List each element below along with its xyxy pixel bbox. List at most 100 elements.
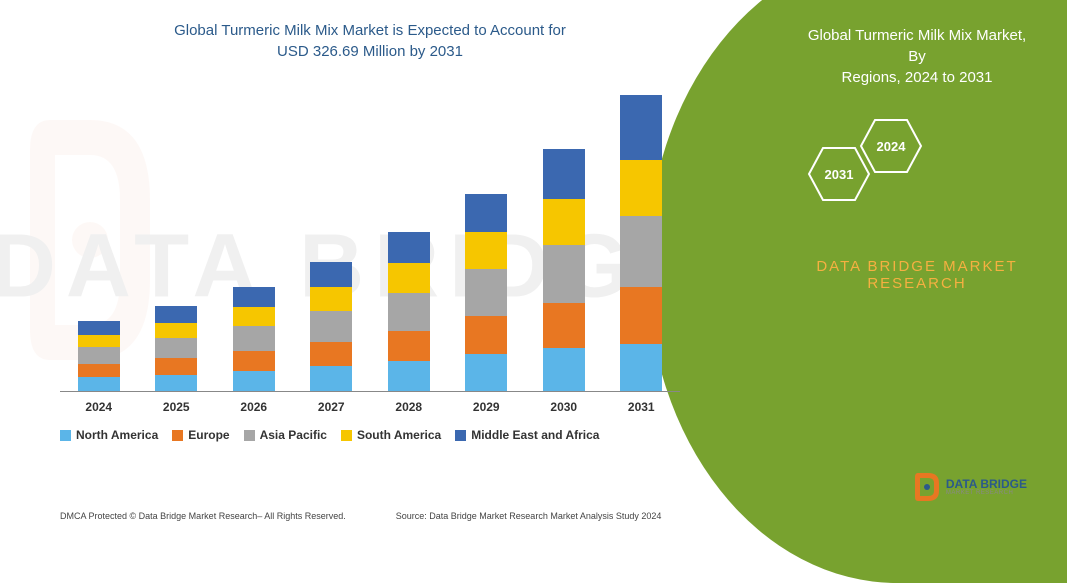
hex-badges: 2031 2024 bbox=[807, 118, 1037, 228]
x-axis-label: 2031 bbox=[606, 400, 676, 414]
bar-segment bbox=[620, 344, 662, 391]
side-panel: Global Turmeric Milk Mix Market, By Regi… bbox=[707, 0, 1067, 533]
legend-item: South America bbox=[341, 428, 441, 442]
bar-segment bbox=[388, 293, 430, 331]
bar-segment bbox=[155, 323, 197, 338]
bar-segment bbox=[310, 366, 352, 391]
side-title-line1: Global Turmeric Milk Mix Market, By bbox=[808, 27, 1026, 65]
x-axis-labels: 2024 2025 2026 2027 2028 2029 2030 2031 bbox=[60, 400, 680, 414]
legend-label: Middle East and Africa bbox=[471, 428, 599, 442]
bar-segment bbox=[233, 326, 275, 351]
bar-segment bbox=[465, 269, 507, 316]
bar-segment bbox=[465, 316, 507, 353]
stacked-bar bbox=[543, 149, 585, 391]
side-title: Global Turmeric Milk Mix Market, By Regi… bbox=[797, 25, 1037, 88]
bar-segment bbox=[543, 245, 585, 303]
bar-segment bbox=[465, 194, 507, 232]
bar-group bbox=[141, 306, 211, 391]
bars-region bbox=[60, 92, 680, 392]
x-axis-label: 2027 bbox=[296, 400, 366, 414]
stacked-bar bbox=[620, 95, 662, 391]
legend: North America Europe Asia Pacific South Ame… bbox=[60, 428, 680, 442]
bar-segment bbox=[543, 348, 585, 391]
stacked-bar bbox=[78, 321, 120, 391]
bar-segment bbox=[155, 338, 197, 358]
legend-item: Asia Pacific bbox=[244, 428, 327, 442]
bar-segment bbox=[78, 377, 120, 391]
x-axis-label: 2025 bbox=[141, 400, 211, 414]
x-axis-line bbox=[60, 391, 680, 392]
bar-segment bbox=[233, 371, 275, 391]
chart-panel: DATA BRIDGE Global Turmeric Milk Mix Mar… bbox=[0, 0, 700, 533]
legend-label: South America bbox=[357, 428, 441, 442]
bar-group bbox=[451, 194, 521, 391]
bar-segment bbox=[155, 306, 197, 322]
legend-swatch bbox=[341, 430, 352, 441]
brand-text: DATA BRIDGE MARKET RESEARCH bbox=[797, 258, 1037, 292]
legend-label: Asia Pacific bbox=[260, 428, 327, 442]
stacked-bar bbox=[155, 306, 197, 391]
legend-item: Middle East and Africa bbox=[455, 428, 599, 442]
logo-icon bbox=[914, 471, 940, 503]
bar-segment bbox=[465, 354, 507, 391]
stacked-bar bbox=[465, 194, 507, 391]
chart-title: Global Turmeric Milk Mix Market is Expec… bbox=[60, 20, 680, 62]
chart-title-line1: Global Turmeric Milk Mix Market is Expec… bbox=[174, 22, 566, 39]
legend-swatch bbox=[455, 430, 466, 441]
bar-segment bbox=[155, 375, 197, 391]
bar-segment bbox=[78, 335, 120, 348]
x-axis-label: 2030 bbox=[529, 400, 599, 414]
stacked-bar bbox=[388, 232, 430, 391]
legend-swatch bbox=[60, 430, 71, 441]
bar-segment bbox=[233, 307, 275, 326]
bar-group bbox=[606, 95, 676, 391]
bar-segment bbox=[465, 232, 507, 269]
hex-2024: 2024 bbox=[859, 118, 923, 174]
bar-segment bbox=[388, 361, 430, 391]
source-text: Source: Data Bridge Market Research Mark… bbox=[396, 511, 662, 521]
bar-segment bbox=[388, 331, 430, 361]
bar-group bbox=[529, 149, 599, 391]
footer: DMCA Protected © Data Bridge Market Rese… bbox=[60, 511, 661, 521]
data-bridge-logo: DATA BRIDGE MARKET RESEARCH bbox=[914, 471, 1027, 503]
chart-title-line2: USD 326.69 Million by 2031 bbox=[277, 43, 463, 60]
bar-segment bbox=[310, 342, 352, 367]
bar-segment bbox=[620, 216, 662, 287]
bar-segment bbox=[233, 351, 275, 371]
x-axis-label: 2024 bbox=[64, 400, 134, 414]
bar-segment bbox=[78, 347, 120, 363]
bar-segment bbox=[233, 287, 275, 307]
dmca-text: DMCA Protected © Data Bridge Market Rese… bbox=[60, 511, 346, 521]
bar-segment bbox=[620, 160, 662, 216]
bar-segment bbox=[388, 263, 430, 293]
bar-segment bbox=[78, 364, 120, 378]
legend-swatch bbox=[244, 430, 255, 441]
logo-name: DATA BRIDGE bbox=[946, 478, 1027, 490]
bar-segment bbox=[388, 232, 430, 263]
bar-group bbox=[296, 262, 366, 391]
x-axis-label: 2026 bbox=[219, 400, 289, 414]
legend-label: Europe bbox=[188, 428, 229, 442]
legend-label: North America bbox=[76, 428, 158, 442]
legend-swatch bbox=[172, 430, 183, 441]
stacked-bar bbox=[233, 287, 275, 391]
bar-segment bbox=[310, 287, 352, 311]
stacked-bar bbox=[310, 262, 352, 391]
bar-segment bbox=[543, 199, 585, 244]
bar-group bbox=[374, 232, 444, 391]
x-axis-label: 2029 bbox=[451, 400, 521, 414]
bar-segment bbox=[620, 287, 662, 343]
legend-item: North America bbox=[60, 428, 158, 442]
bar-segment bbox=[155, 358, 197, 374]
legend-item: Europe bbox=[172, 428, 229, 442]
bar-segment bbox=[543, 303, 585, 348]
bar-segment bbox=[310, 311, 352, 342]
bar-segment bbox=[310, 262, 352, 287]
side-title-line2: Regions, 2024 to 2031 bbox=[842, 69, 993, 86]
bar-segment bbox=[543, 149, 585, 199]
bar-group bbox=[64, 321, 134, 391]
x-axis-label: 2028 bbox=[374, 400, 444, 414]
bar-segment bbox=[620, 95, 662, 160]
bar-segment bbox=[78, 321, 120, 335]
bar-group bbox=[219, 287, 289, 391]
